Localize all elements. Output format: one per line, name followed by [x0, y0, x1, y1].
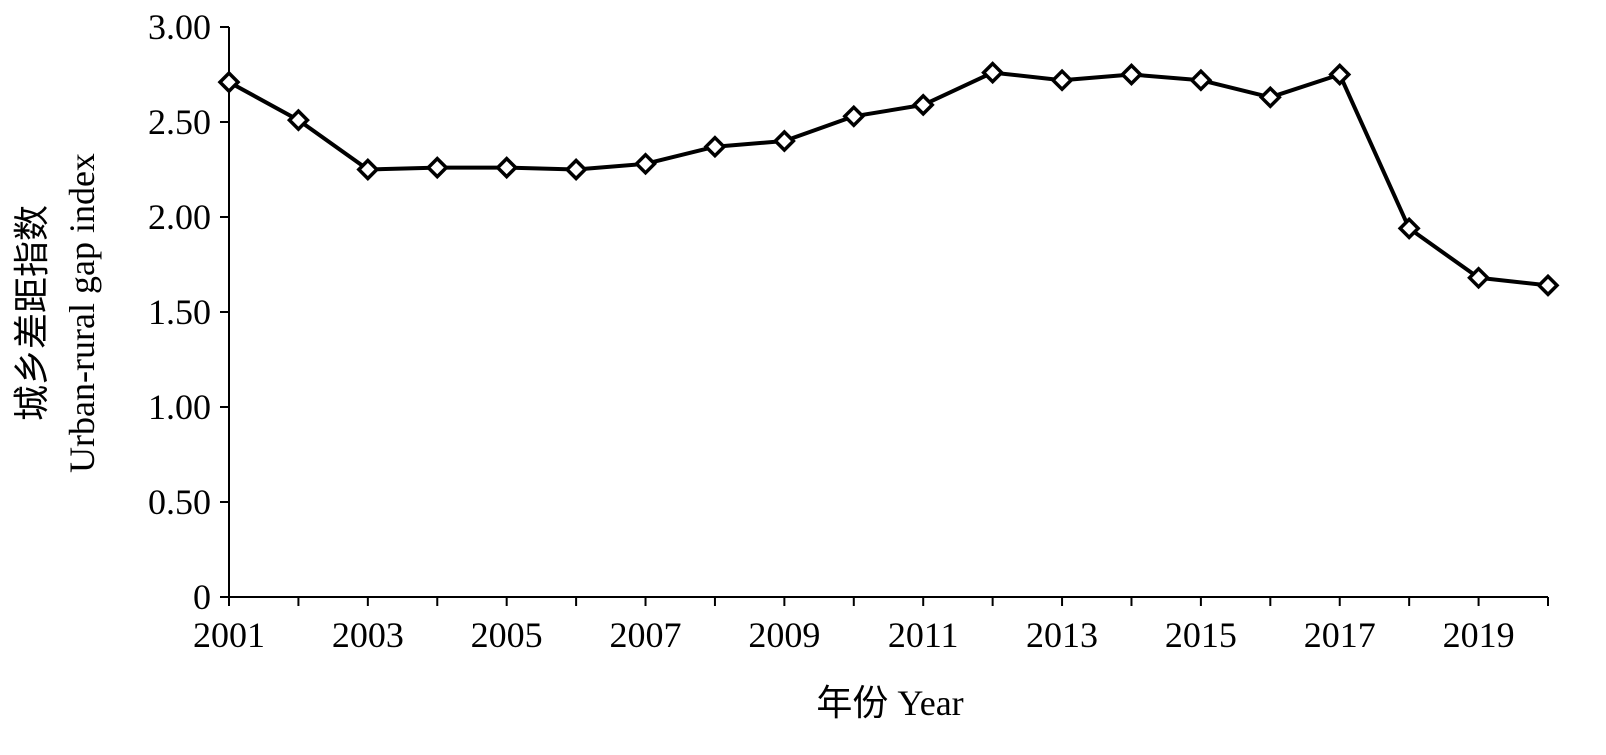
- series-line: [228, 70, 1549, 288]
- y-axis-title-cn: 城乡差距指数: [12, 205, 52, 421]
- data-point: [1536, 273, 1560, 297]
- y-tick-label: 2.00: [148, 197, 211, 237]
- x-tick-label: 2001: [193, 615, 265, 655]
- y-tick-label: 3.00: [148, 7, 211, 47]
- x-tick-label: 2019: [1443, 615, 1515, 655]
- ticks: 0 0.50 1.00 1.50 2.00 2.50 3.00 2001 2003 2005 200…: [148, 7, 1549, 655]
- x-tick-label: 2009: [748, 615, 820, 655]
- data-point: [1119, 63, 1143, 86]
- x-tick-label: 2011: [888, 615, 959, 655]
- x-tick-label: 2003: [332, 615, 404, 655]
- data-point: [1189, 68, 1213, 92]
- data-point: [772, 129, 796, 153]
- x-tick-label: 2005: [471, 615, 543, 655]
- y-tick-label: 1.00: [148, 387, 211, 427]
- data-point: [703, 135, 727, 159]
- data-point: [217, 70, 241, 94]
- x-tick-label: 2015: [1165, 615, 1237, 655]
- data-point: [1467, 266, 1491, 290]
- y-axis-title: 城乡差距指数 Urban-rural gap index: [12, 153, 102, 473]
- data-point: [356, 158, 380, 181]
- y-tick-label: 2.50: [148, 102, 211, 142]
- data-point: [495, 156, 519, 180]
- data-point: [981, 61, 1005, 85]
- x-axis-title: 年份 Year: [816, 683, 963, 723]
- y-tick-label: 0.50: [148, 482, 211, 522]
- y-tick-label: 0: [193, 577, 211, 617]
- x-tick-label: 2007: [610, 615, 682, 655]
- data-point: [286, 108, 310, 132]
- data-point: [1328, 63, 1352, 86]
- data-point: [425, 156, 449, 180]
- data-point: [911, 93, 935, 117]
- data-point: [1397, 216, 1421, 240]
- x-tick-label: 2017: [1304, 615, 1376, 655]
- data-point: [634, 152, 658, 176]
- data-point: [564, 158, 588, 181]
- data-point: [1258, 85, 1282, 109]
- y-axis-title-en: Urban-rural gap index: [62, 153, 102, 473]
- data-point: [842, 104, 866, 128]
- series: [217, 61, 1560, 297]
- x-tick-label: 2013: [1026, 615, 1098, 655]
- y-tick-label: 1.50: [148, 292, 211, 332]
- data-point: [1050, 68, 1074, 92]
